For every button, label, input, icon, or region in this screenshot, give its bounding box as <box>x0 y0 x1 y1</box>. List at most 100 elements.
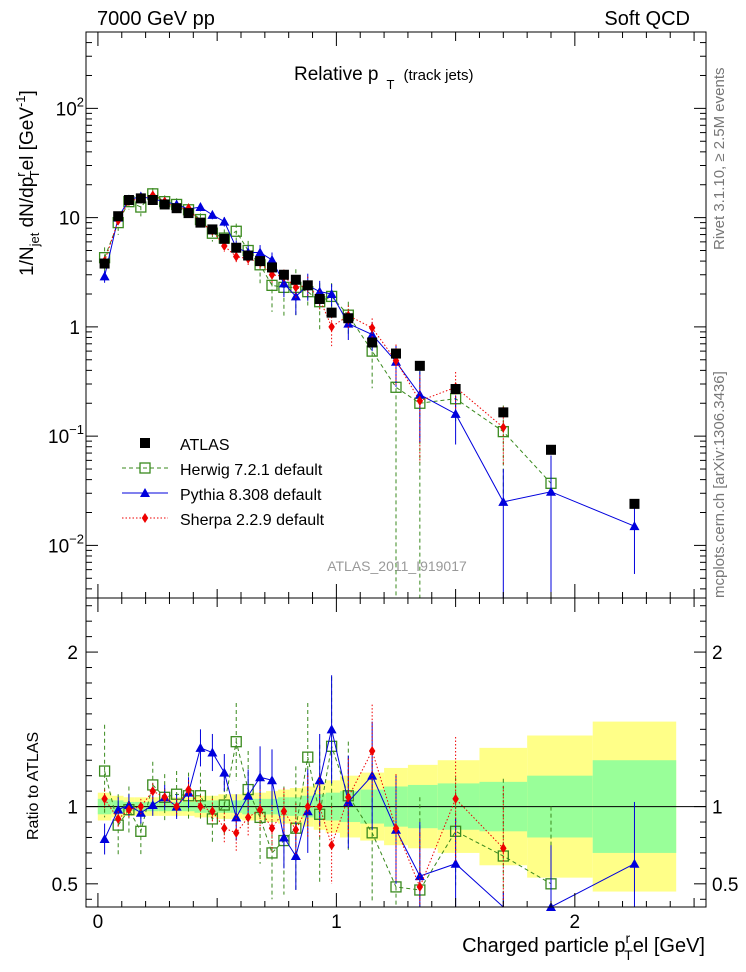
legend-label: Herwig 7.2.1 default <box>180 462 323 479</box>
sherpa-ratio-point <box>244 812 252 823</box>
sherpa-ratio-point <box>328 840 335 851</box>
sherpa-line <box>104 194 504 428</box>
axes: 10−2 10−1 1 10 102 0.5 0.5 1 1 2 2 0 1 2 <box>48 31 738 933</box>
herwig-line <box>104 193 552 484</box>
sherpa-ratio-point <box>161 792 168 803</box>
pythia-ratio-point <box>278 832 289 842</box>
sherpa-ratio-point <box>221 823 228 834</box>
main-y-tick-label: 10−2 <box>48 531 84 557</box>
atlas-point <box>183 208 194 219</box>
sherpa-ratio-point <box>256 804 264 815</box>
atlas-point <box>391 348 401 359</box>
header-left: 7000 GeV pp <box>97 8 215 30</box>
watermark: ATLAS_2011_I919017 <box>327 558 467 574</box>
sherpa-ratio-point <box>232 827 240 838</box>
atlas-point <box>255 256 266 267</box>
atlas-point <box>290 274 301 285</box>
sherpa-ratio-point <box>500 843 507 854</box>
atlas-point <box>629 498 640 509</box>
sherpa-ratio-point <box>292 824 300 835</box>
pythia-point <box>195 202 206 212</box>
atlas-point <box>278 269 289 280</box>
pythia-ratio-point <box>255 772 266 782</box>
pythia-point <box>326 288 337 298</box>
pythia-ratio-point <box>207 747 218 757</box>
main-plot-data <box>98 187 640 598</box>
pythia-point <box>367 329 378 339</box>
legend-marker <box>139 462 151 474</box>
sherpa-ratio-point <box>316 801 323 812</box>
legend-label: Sherpa 2.2.9 default <box>180 512 325 529</box>
sherpa-ratio-point <box>137 801 145 812</box>
sherpa-ratio-point <box>345 792 352 803</box>
sherpa-point <box>292 282 300 293</box>
plot-title-suffix: (track jets) <box>403 67 473 84</box>
atlas-point <box>159 199 170 210</box>
herwig-ratio-point <box>230 736 242 748</box>
legend-label: ATLAS <box>180 437 230 454</box>
main-frame <box>85 31 707 599</box>
atlas-point <box>243 250 254 261</box>
legend-atlas-marker <box>140 438 150 448</box>
sherpa-ratio-point <box>452 793 459 804</box>
y-axis-label-ratio: Ratio to ATLAS <box>25 732 42 840</box>
atlas-point <box>123 194 134 205</box>
side-label-bottom: mcplots.cern.ch [arXiv:1306.3436] <box>711 371 728 598</box>
sherpa-ratio-point <box>304 801 312 812</box>
ratio-frame <box>85 597 707 908</box>
sherpa-ratio-point <box>209 806 216 817</box>
herwig-ratio-point <box>135 825 147 837</box>
pythia-ratio-point <box>195 742 206 752</box>
atlas-point <box>207 224 218 235</box>
sherpa-ratio-point <box>368 745 376 756</box>
atlas-point <box>326 307 337 318</box>
herwig-point <box>230 225 242 237</box>
herwig-ratio-point <box>266 847 278 859</box>
sherpa-ratio-point <box>125 804 133 815</box>
pythia-point <box>278 278 289 288</box>
pythia-ratio-point <box>135 807 146 817</box>
pythia-ratio-point <box>147 800 158 810</box>
pythia-ratio-point <box>629 858 640 868</box>
herwig-ratio-point <box>302 751 314 763</box>
sherpa-ratio-point <box>197 801 204 812</box>
ratio-y-tick-label-right: 0.5 <box>712 875 738 896</box>
pythia-ratio-line <box>104 729 635 908</box>
sherpa-point <box>416 395 424 406</box>
pythia-point <box>219 216 230 226</box>
pythia-point <box>290 291 301 301</box>
legend-marker <box>140 488 150 497</box>
pythia-ratio-point <box>99 834 110 844</box>
pythia-ratio-point <box>243 790 254 800</box>
atlas-point <box>450 384 461 395</box>
x-tick-label: 0 <box>93 912 104 933</box>
pythia-point <box>255 247 266 257</box>
x-axis-label: Charged particle pr Tel [GeV] <box>462 930 705 963</box>
atlas-point <box>343 313 354 324</box>
ratio-y-tick-label-right: 1 <box>712 798 723 819</box>
sherpa-ratio-point <box>392 823 400 834</box>
pythia-ratio-point <box>290 851 301 861</box>
main-y-tick-label: 1 <box>69 318 80 339</box>
atlas-point <box>231 242 242 253</box>
pythia-point <box>498 496 509 506</box>
sherpa-ratio-point <box>416 881 424 892</box>
y-axis-label-main: 1/Njet dN/dprTel [GeV-1] <box>13 90 42 276</box>
herwig-point <box>135 201 147 213</box>
atlas-point <box>135 193 146 204</box>
x-tick-label: 2 <box>570 912 581 933</box>
ratio-y-tick-label-right: 2 <box>712 643 723 664</box>
herwig-ratio-point <box>98 765 111 777</box>
sherpa-ratio-point <box>280 806 288 817</box>
atlas-point <box>314 293 325 304</box>
header-right: Soft QCD <box>604 8 690 30</box>
pythia-point <box>546 486 556 496</box>
ratio-plot <box>86 675 706 911</box>
legend-label: Pythia 8.308 default <box>180 487 322 504</box>
plot-title-main: Relative p <box>294 64 379 85</box>
atlas-point <box>414 360 425 371</box>
side-label-top: Rivet 3.1.10, ≥ 2.5M events <box>711 68 728 251</box>
atlas-point <box>498 407 509 418</box>
legend: ATLAS Herwig 7.2.1 default Pythia 8.308 de… <box>122 437 325 529</box>
